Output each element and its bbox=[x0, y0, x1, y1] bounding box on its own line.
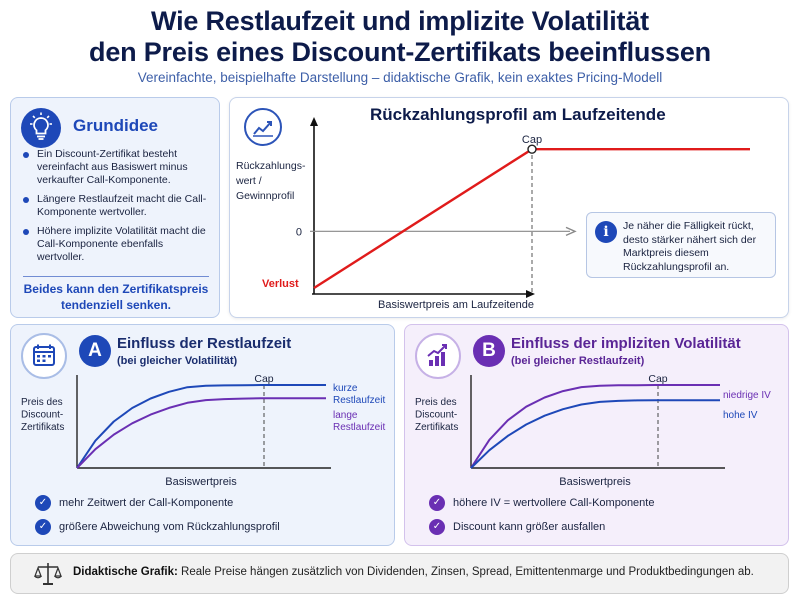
legend-niedrige-iv: niedrige IV bbox=[723, 390, 771, 401]
line-chart-icon bbox=[244, 108, 282, 146]
y-axis-label: Rückzahlungs-wert / Gewinnprofil bbox=[235, 160, 306, 202]
cap-label: Cap bbox=[254, 373, 273, 385]
scales-icon bbox=[33, 560, 63, 588]
check-text: höhere IV = wertvollere Call-Komponente bbox=[453, 497, 655, 509]
lightbulb-icon bbox=[21, 108, 61, 148]
page-subtitle: Vereinfachte, beispielhafte Darstellung … bbox=[137, 70, 663, 85]
list-item: ✓ höhere IV = wertvollere Call-Komponente bbox=[429, 495, 654, 511]
list-item: Höhere implizite Volatilität macht die C… bbox=[23, 225, 213, 264]
payoff-panel: Rückzahlungsprofil am Laufzeitende 0 Rück… bbox=[229, 97, 789, 318]
check-icon: ✓ bbox=[429, 519, 445, 535]
idea-bullet-list: Ein Discount-Zertifikat besteht vereinfa… bbox=[23, 148, 213, 270]
list-item: ✓ größere Abweichung vom Rückzahlungsprof… bbox=[35, 519, 280, 535]
footer-body: Reale Preise hängen zusätzlich von Divid… bbox=[177, 566, 754, 578]
restlaufzeit-series-line-0 bbox=[76, 384, 326, 469]
bullet-dot-icon bbox=[23, 229, 29, 235]
title-line-2: den Preis eines Discount-Zertifikats bee… bbox=[89, 37, 711, 67]
info-icon: i bbox=[595, 221, 617, 243]
payoff-chart: 0 Rückzahlungs-wert / Gewinnprofil Verlust B… bbox=[235, 117, 750, 311]
restlaufzeit-series-line-1 bbox=[76, 397, 326, 469]
y-axis-label: Preis des Discount-Zertifikats bbox=[21, 397, 64, 433]
bullet-dot-icon bbox=[23, 152, 29, 158]
list-item: ✓ mehr Zeitwert der Call-Komponente bbox=[35, 495, 280, 511]
legend-lange-restlaufzeit: lange Restlaufzeit bbox=[333, 410, 385, 433]
list-item: ✓ Discount kann größer ausfallen bbox=[429, 519, 654, 535]
check-text: mehr Zeitwert der Call-Komponente bbox=[59, 497, 234, 509]
y-axis-label: Preis des Discount-Zertifikats bbox=[415, 397, 458, 433]
legend-kurze-restlaufzeit: kurze Restlaufzeit bbox=[333, 383, 385, 406]
y-axis-arrow-icon bbox=[310, 117, 318, 126]
bullet-dot-icon bbox=[23, 197, 29, 203]
check-text: Discount kann größer ausfallen bbox=[453, 521, 606, 533]
bullet-text: Höhere implizite Volatilität macht die C… bbox=[37, 225, 206, 263]
panel-b-heading: Einfluss der impliziten Volatilität bbox=[511, 335, 741, 352]
divider bbox=[23, 276, 209, 277]
info-text: Je näher die Fälligkeit rückt, desto stä… bbox=[623, 220, 757, 273]
cap-point bbox=[527, 144, 537, 154]
y-tick-label: 0 bbox=[296, 226, 302, 238]
footer-bold-label: Didaktische Grafik: bbox=[73, 566, 178, 578]
zero-line-arrow-icon bbox=[565, 226, 577, 236]
list-item: Ein Discount-Zertifikat besteht vereinfa… bbox=[23, 148, 213, 187]
check-text: größere Abweichung vom Rückzahlungsprofi… bbox=[59, 521, 280, 533]
restlaufzeit-chart: Preis des Discount-Zertifikats Basiswertpr… bbox=[21, 373, 385, 488]
x-axis-label: Basiswertpreis bbox=[165, 476, 237, 488]
info-box: i Je näher die Fälligkeit rückt, desto s… bbox=[586, 212, 776, 278]
calendar-icon bbox=[21, 333, 67, 379]
bullet-text: Längere Restlaufzeit macht die Call-Komp… bbox=[37, 193, 207, 218]
legend-hohe-iv: hohe IV bbox=[723, 410, 758, 421]
volatilitaet-chart: Preis des Discount-Zertifikats Basiswertpr… bbox=[415, 373, 771, 488]
iv-series-line-1 bbox=[470, 399, 720, 469]
x-axis-arrow-icon bbox=[526, 290, 535, 298]
cap-label: Cap bbox=[522, 134, 542, 146]
check-icon: ✓ bbox=[35, 495, 51, 511]
cap-label: Cap bbox=[648, 373, 667, 385]
panel-a-check-list: ✓ mehr Zeitwert der Call-Komponente ✓ größ… bbox=[35, 495, 280, 543]
check-icon: ✓ bbox=[429, 495, 445, 511]
bar-chart-up-icon bbox=[415, 333, 461, 379]
idea-heading: Grundidee bbox=[73, 116, 159, 135]
panel-volatilitaet: B Einfluss der impliziten Volatilität (b… bbox=[404, 324, 789, 546]
panel-restlaufzeit: A Einfluss der Restlaufzeit (bei gleiche… bbox=[10, 324, 395, 546]
badge-a: A bbox=[79, 335, 111, 367]
title-line-1: Wie Restlaufzeit und implizite Volatilit… bbox=[151, 6, 649, 36]
panel-b-subheading: (bei gleicher Restlaufzeit) bbox=[511, 355, 645, 367]
page-title: Wie Restlaufzeit und implizite Volatilit… bbox=[0, 6, 800, 68]
loss-label: Verlust bbox=[262, 278, 299, 290]
bullet-text: Ein Discount-Zertifikat besteht vereinfa… bbox=[37, 148, 188, 186]
payoff-chart-title: Rückzahlungsprofil am Laufzeitende bbox=[370, 105, 666, 124]
iv-series-line-0 bbox=[470, 384, 720, 469]
idea-conclusion: Beides kann den Zertifikatspreis tendenz… bbox=[23, 282, 209, 312]
x-axis-label: Basiswertpreis am Laufzeitende bbox=[378, 299, 534, 311]
check-icon: ✓ bbox=[35, 519, 51, 535]
panel-b-check-list: ✓ höhere IV = wertvollere Call-Komponente… bbox=[429, 495, 654, 543]
footer-note: Didaktische Grafik: Reale Preise hängen … bbox=[10, 553, 789, 594]
panel-a-heading: Einfluss der Restlaufzeit bbox=[117, 335, 292, 352]
panel-a-subheading: (bei gleicher Volatilität) bbox=[117, 355, 238, 367]
list-item: Längere Restlaufzeit macht die Call-Komp… bbox=[23, 193, 213, 219]
badge-b: B bbox=[473, 335, 505, 367]
footer-text: Didaktische Grafik: Reale Preise hängen … bbox=[73, 566, 754, 578]
x-axis-label: Basiswertpreis bbox=[559, 476, 631, 488]
idea-panel: Grundidee Ein Discount-Zertifikat besteh… bbox=[10, 97, 220, 318]
